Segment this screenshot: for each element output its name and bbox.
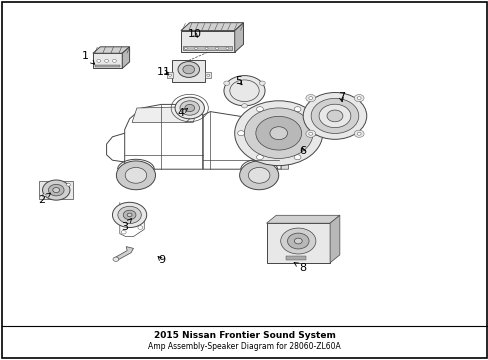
Circle shape [168,74,171,76]
FancyBboxPatch shape [93,53,122,68]
Text: 2: 2 [38,193,51,205]
Text: 5: 5 [235,76,242,86]
FancyBboxPatch shape [95,65,120,67]
Circle shape [312,131,319,136]
Text: 4: 4 [177,108,187,118]
Circle shape [305,95,315,102]
Circle shape [259,81,264,85]
Circle shape [356,97,360,100]
Circle shape [125,167,146,183]
Circle shape [97,59,101,62]
Circle shape [178,62,199,77]
FancyBboxPatch shape [172,60,205,82]
Circle shape [66,183,70,186]
FancyBboxPatch shape [181,31,234,52]
Circle shape [353,95,363,102]
FancyBboxPatch shape [39,181,73,199]
Circle shape [183,65,194,74]
Circle shape [248,167,269,183]
Circle shape [112,202,146,228]
Polygon shape [329,215,339,263]
Polygon shape [234,23,243,52]
Polygon shape [181,23,243,31]
Polygon shape [266,215,339,223]
Circle shape [326,110,342,122]
Circle shape [237,131,244,136]
Text: 9: 9 [158,255,164,265]
Text: 1: 1 [82,51,95,64]
Circle shape [104,59,108,62]
FancyBboxPatch shape [167,72,173,78]
Text: 7: 7 [337,92,344,102]
Circle shape [239,161,278,190]
Circle shape [224,76,264,106]
Circle shape [255,116,301,150]
Text: 10: 10 [187,29,201,39]
Circle shape [127,213,132,217]
Polygon shape [122,47,129,68]
FancyBboxPatch shape [266,223,329,263]
Circle shape [293,107,300,112]
Circle shape [293,155,300,160]
Circle shape [215,47,218,49]
Polygon shape [281,128,288,169]
Circle shape [308,132,312,135]
FancyBboxPatch shape [205,72,211,78]
Circle shape [113,257,119,261]
Text: 2015 Nissan Frontier Sound System: 2015 Nissan Frontier Sound System [153,331,335,340]
Circle shape [138,226,142,229]
Circle shape [116,161,155,190]
Circle shape [256,107,263,112]
Circle shape [303,93,366,139]
Circle shape [42,194,46,197]
Polygon shape [132,107,195,122]
Polygon shape [114,247,133,260]
Circle shape [184,104,194,112]
Circle shape [180,101,199,115]
Circle shape [305,130,315,137]
Circle shape [310,98,358,134]
Text: 6: 6 [299,146,306,156]
Circle shape [234,101,322,166]
Circle shape [224,81,229,85]
Circle shape [206,74,209,76]
Polygon shape [93,47,129,53]
Circle shape [280,228,315,254]
Circle shape [308,97,312,100]
Circle shape [294,238,302,244]
FancyBboxPatch shape [285,256,305,260]
Circle shape [112,59,116,62]
Circle shape [244,108,312,158]
Circle shape [184,47,187,49]
Text: Amp Assembly-Speaker Diagram for 28060-ZL60A: Amp Assembly-Speaker Diagram for 28060-Z… [148,342,340,351]
Circle shape [225,47,228,49]
Circle shape [118,206,141,224]
FancyBboxPatch shape [183,46,232,50]
Circle shape [42,180,70,200]
Circle shape [53,188,60,193]
Circle shape [123,210,136,220]
Circle shape [48,184,64,196]
Circle shape [121,230,126,234]
Circle shape [269,127,287,140]
Circle shape [175,97,204,119]
Text: 3: 3 [121,219,131,232]
Text: 8: 8 [293,262,306,273]
Text: 11: 11 [157,67,170,77]
Circle shape [204,47,208,49]
Circle shape [319,104,350,128]
Circle shape [353,130,363,137]
Circle shape [256,155,263,160]
Circle shape [241,104,247,108]
Circle shape [194,47,197,49]
Circle shape [287,233,308,249]
Circle shape [356,132,360,135]
